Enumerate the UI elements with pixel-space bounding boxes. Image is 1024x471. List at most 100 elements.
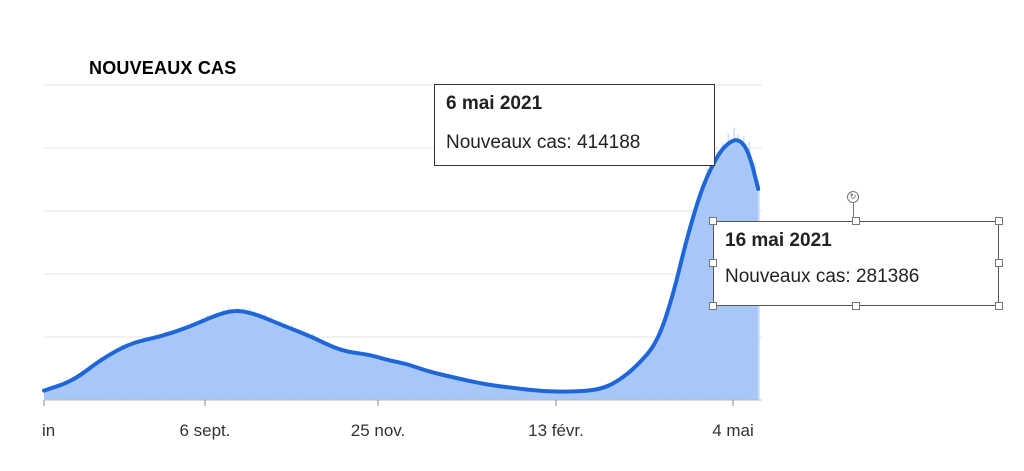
daily-bar [687,241,689,400]
daily-bar [490,384,492,400]
daily-bar [68,381,71,400]
resize-handle-middle-left[interactable] [709,259,717,267]
daily-bar [51,388,54,400]
resize-handle-top-right[interactable] [995,217,1003,225]
daily-bar [220,313,222,400]
daily-bar [404,363,406,400]
daily-bar [235,310,238,400]
daily-bar [340,351,343,400]
daily-bar [436,373,439,400]
daily-bar [442,374,444,400]
daily-bar [453,376,456,400]
daily-bar [61,385,63,400]
daily-bar [294,328,297,400]
daily-bar [103,358,105,400]
daily-bar [55,387,58,400]
daily-bar [145,341,148,400]
daily-bar [415,366,417,400]
daily-bar [675,289,678,400]
daily-bar [296,334,299,400]
daily-bar [222,310,224,400]
daily-bar [105,356,107,400]
daily-bar [101,357,103,400]
resize-handle-bottom-left[interactable] [709,302,717,310]
daily-bar [250,314,253,400]
resize-handle-middle-right[interactable] [995,259,1003,267]
daily-bar [451,377,454,400]
daily-bar [585,390,588,400]
daily-bar [189,325,192,400]
daily-bar [679,263,682,400]
daily-bar [421,368,423,400]
resize-handle-top-center[interactable] [852,217,860,225]
daily-bar [670,299,672,400]
daily-bar [59,384,61,400]
daily-bar [580,390,582,400]
daily-bar [373,355,375,400]
daily-bar [122,344,125,400]
daily-bar [233,314,236,400]
daily-bar [65,384,67,400]
daily-bar [124,347,126,400]
daily-bar [465,381,467,400]
daily-bar [635,367,638,400]
daily-bar [285,323,287,400]
daily-bar [88,369,90,400]
x-tick-label: 4 mai [712,421,754,440]
daily-bar [530,390,532,400]
daily-bar [513,388,515,400]
daily-bar [80,374,82,400]
daily-bar [603,388,605,400]
daily-bar [97,363,100,400]
daily-bar [371,356,373,400]
daily-bar [348,349,350,400]
daily-bar [662,326,664,400]
daily-bar [252,311,255,400]
daily-bar [204,319,207,400]
daily-bar [289,327,291,400]
daily-bar [495,385,498,400]
daily-bar [641,360,643,400]
resize-handle-top-left[interactable] [709,217,717,225]
daily-bar [197,326,199,400]
daily-bar [335,349,337,400]
daily-bar [691,214,693,400]
daily-bar [400,361,402,400]
daily-bar [597,390,599,400]
resize-handle-bottom-center[interactable] [852,302,860,310]
daily-bar [583,390,586,400]
daily-bar [111,352,113,400]
daily-bar [698,200,701,400]
daily-bar [375,354,377,400]
daily-bar [419,368,421,400]
daily-bar [126,344,128,400]
tooltip-selected[interactable]: 16 mai 2021 Nouveaux cas: 281386 [713,221,999,306]
daily-bar [157,337,159,400]
tooltip-peak-value: Nouveaux cas: 414188 [446,132,641,153]
rotate-icon[interactable]: ↻ [847,191,859,203]
daily-bar [99,360,102,400]
daily-bar [216,312,218,400]
daily-bar [268,318,270,400]
daily-bar [471,382,473,400]
daily-bar [382,359,385,400]
daily-bar [683,252,686,400]
daily-bar [273,320,276,400]
daily-bar [459,377,462,400]
daily-bar [369,352,372,400]
daily-bar [626,374,628,400]
daily-bar [386,361,389,400]
daily-bar [652,346,655,400]
daily-bar [114,351,117,400]
daily-bar [549,391,552,400]
daily-bar [195,321,197,400]
seven-day-average-line [42,138,761,394]
resize-handle-bottom-right[interactable] [995,302,1003,310]
daily-bar [589,390,592,400]
daily-bar [174,329,176,400]
daily-bar [178,330,180,400]
daily-bar [137,339,140,400]
daily-bar [677,276,680,400]
daily-bar [247,311,249,400]
daily-bar [566,391,569,400]
